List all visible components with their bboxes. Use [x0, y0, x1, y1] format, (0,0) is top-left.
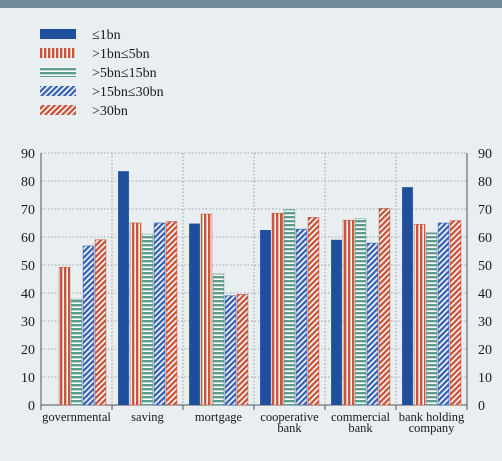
bar	[449, 220, 462, 406]
y-tick-label-left: 80	[21, 175, 35, 190]
x-tick-label: saving	[131, 410, 164, 424]
plot-area: 0 0 10 10 20 20 30 30 40 40 50 50 60 60 70 70 80 80 90 90 go…	[21, 147, 492, 435]
legend-swatch	[40, 86, 76, 96]
y-tick-label-left: 40	[21, 287, 35, 302]
legend-label: >1bn≤5bn	[92, 47, 150, 62]
bar	[295, 228, 308, 406]
bar	[354, 218, 367, 406]
legend-swatch	[40, 105, 76, 115]
bar	[118, 171, 129, 405]
y-tick-label-right: 0	[478, 399, 485, 414]
bar	[307, 217, 320, 406]
y-tick-label-left: 50	[21, 259, 35, 274]
y-tick-label-right: 90	[478, 147, 492, 162]
bar	[153, 222, 166, 406]
y-tick-label-left: 20	[21, 343, 35, 358]
legend-label: >5bn≤15bn	[92, 66, 157, 81]
bar	[189, 223, 200, 405]
x-tick-label: governmental	[42, 410, 111, 424]
legend-swatch	[40, 29, 76, 39]
y-tick-label-left: 0	[28, 399, 35, 414]
bar	[141, 233, 154, 406]
bar	[94, 239, 107, 406]
bar	[342, 219, 355, 406]
x-tick-label: bank	[348, 421, 373, 435]
bar	[82, 245, 95, 406]
top-band	[0, 0, 502, 8]
legend-label: >15bn≤30bn	[92, 85, 164, 100]
bar	[58, 266, 71, 406]
bar	[236, 294, 249, 406]
bar	[129, 222, 142, 406]
bar	[224, 295, 237, 406]
x-tick-label: bank	[277, 421, 302, 435]
bar	[165, 221, 178, 406]
x-tick-label: company	[409, 421, 456, 435]
y-tick-label-right: 60	[478, 231, 492, 246]
y-tick-label-right: 80	[478, 175, 492, 190]
y-tick-label-left: 30	[21, 315, 35, 330]
bar	[437, 222, 450, 406]
bar	[413, 224, 426, 406]
y-tick-label-right: 40	[478, 287, 492, 302]
bar	[260, 230, 271, 405]
legend-label: >30bn	[92, 104, 128, 119]
bar	[200, 213, 213, 406]
bar	[212, 273, 225, 406]
y-tick-label-right: 30	[478, 315, 492, 330]
bar	[331, 239, 342, 405]
y-tick-label-right: 50	[478, 259, 492, 274]
legend-swatch	[40, 48, 76, 58]
bar	[70, 298, 83, 406]
y-tick-label-left: 70	[21, 203, 35, 218]
bar	[402, 187, 413, 405]
bar	[425, 232, 438, 406]
bar	[366, 242, 379, 406]
bar	[378, 208, 391, 406]
x-tick-label: bank holding	[399, 410, 465, 424]
legend-label: ≤1bn	[92, 28, 121, 43]
x-tick-label: cooperative	[260, 410, 319, 424]
x-tick-label: commercial	[331, 410, 391, 424]
bar	[271, 212, 284, 406]
y-tick-label-right: 10	[478, 371, 492, 386]
y-tick-label-right: 20	[478, 343, 492, 358]
x-tick-label: mortgage	[195, 410, 243, 424]
y-tick-label-left: 90	[21, 147, 35, 162]
legend-swatch	[40, 67, 76, 77]
legend: ≤1bn >1bn≤5bn >5bn≤15bn >15bn≤30bn >30bn	[40, 28, 164, 119]
y-tick-label-left: 60	[21, 231, 35, 246]
y-tick-label-left: 10	[21, 371, 35, 386]
y-tick-label-right: 70	[478, 203, 492, 218]
bar	[283, 209, 296, 406]
